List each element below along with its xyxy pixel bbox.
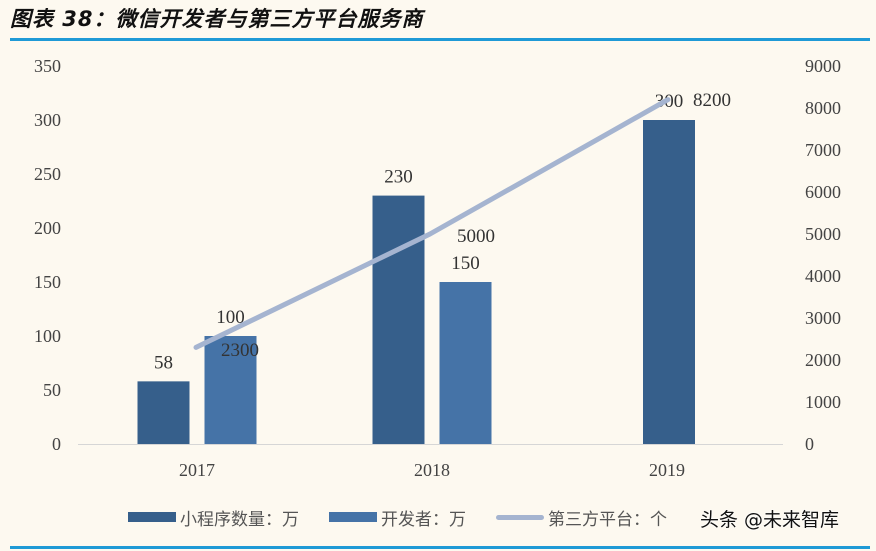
y-left-tick-label: 250 [34,164,61,184]
bar-2019 [643,120,695,444]
legend-label: 开发者：万 [381,509,466,530]
title-divider [10,38,870,41]
legend-swatch-bar [329,512,377,522]
line-data-label: 8200 [693,90,731,111]
bar-data-label: 58 [154,352,173,373]
y-left-tick-label: 100 [34,326,61,346]
bottom-divider [10,546,870,549]
legend-label: 第三方平台：个 [548,509,667,530]
bar-2018 [372,195,425,444]
bar-2018 [439,282,492,444]
y-left-tick-label: 200 [34,218,61,238]
legend-item-developers: 开发者：万 [329,505,466,530]
y-right-tick-label: 6000 [805,182,841,202]
line-data-label: 2300 [221,340,259,361]
y-right-tick-label: 4000 [805,266,841,286]
y-right-tick-label: 1000 [805,392,841,412]
bar-2017 [137,381,190,444]
y-right-tick-label: 3000 [805,308,841,328]
bar-2017 [204,336,257,444]
y-left-tick-label: 150 [34,272,61,292]
legend-item-third-party: 第三方平台：个 [496,505,667,530]
bar-data-label: 100 [216,307,245,328]
legend-swatch-bar [128,512,176,522]
y-left-tick-label: 350 [34,56,61,76]
bar-data-label: 150 [451,253,480,274]
x-tick-label: 2018 [414,460,450,480]
y-right-tick-label: 5000 [805,224,841,244]
x-tick-label: 2017 [179,460,215,480]
line-third-party [193,97,671,350]
combo-chart: 0 50 100 150 200 250 300 350 0 1000 2000 3000 4000 50… [34,56,841,480]
y-right-tick-label: 0 [805,434,814,454]
y-left-tick-label: 0 [52,434,61,454]
watermark: 头条 @未来智库 [700,509,840,531]
y-left-tick-label: 300 [34,110,61,130]
y-right-tick-label: 9000 [805,56,841,76]
legend-item-mini-programs: 小程序数量：万 [128,505,299,530]
x-tick-label: 2019 [649,460,685,480]
y-right-tick-label: 8000 [805,98,841,118]
legend-label: 小程序数量：万 [180,509,299,530]
legend-swatch-line [496,514,544,520]
y-left-tick-label: 50 [43,380,61,400]
chart-title: 图表 38：微信开发者与第三方平台服务商 [10,7,424,31]
y-right-tick-label: 2000 [805,350,841,370]
bar-data-label: 230 [384,167,413,188]
y-right-tick-label: 7000 [805,140,841,160]
legend: 小程序数量：万 开发者：万 第三方平台：个 [128,505,697,530]
line-data-label: 5000 [457,226,495,247]
